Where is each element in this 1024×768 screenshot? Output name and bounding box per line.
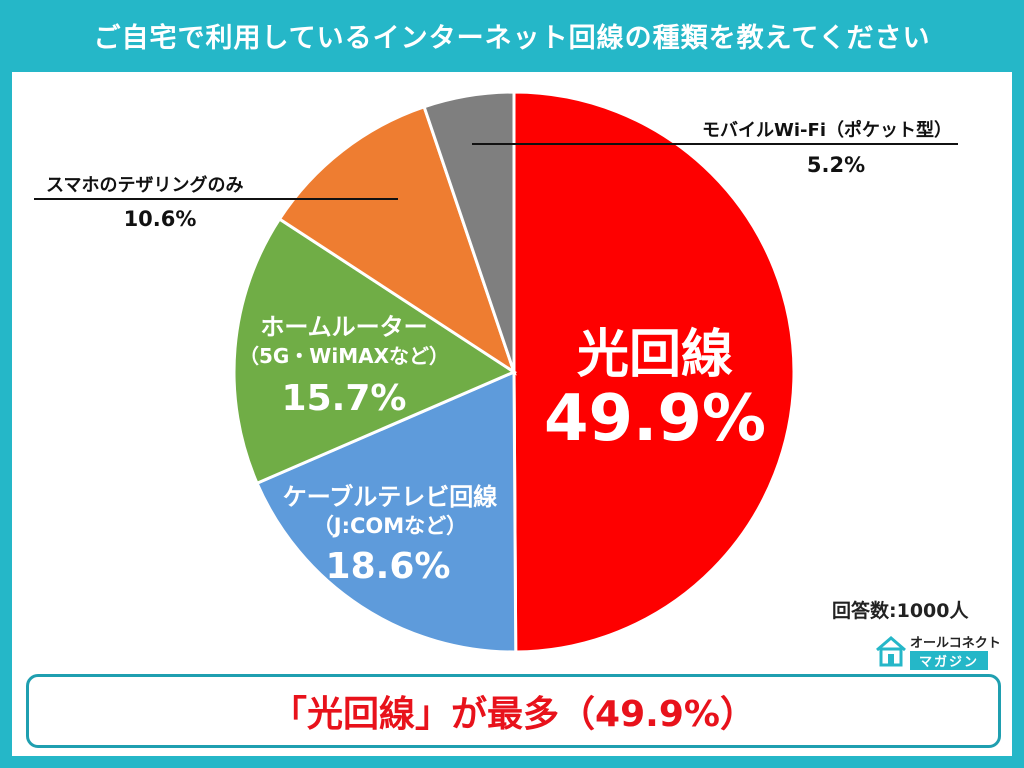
slice-sublabel-home-router: （5G・WiMAXなど） [239, 344, 449, 368]
slice-sublabel-cable-tv: （J:COMなど） [313, 514, 467, 538]
house-icon [876, 636, 906, 667]
brand-logo: オールコネクト マガジン [874, 632, 1001, 672]
logo-text-bottom: マガジン [910, 651, 988, 670]
slice-value-tethering: 10.6% [124, 207, 197, 231]
slice-mobile-wifi [422, 90, 516, 373]
slice-label-tethering: スマホのテザリングのみ [46, 174, 243, 196]
slice-value-home-router: 15.7% [282, 378, 407, 419]
slice-label-mobile-wifi: モバイルWi-Fi（ポケット型） [702, 119, 952, 141]
slice-value-cable-tv: 18.6% [326, 546, 451, 587]
slice-home-router [232, 216, 518, 486]
slice-value-mobile-wifi: 5.2% [807, 153, 865, 177]
slice-cable-tv [255, 369, 518, 654]
slice-tethering [277, 104, 517, 376]
slice-value-fiber: 49.9% [544, 382, 766, 456]
chart-title: ご自宅で利用しているインターネット回線の種類を教えてください [93, 22, 931, 54]
slice-label-cable-tv: ケーブルテレビ回線 [283, 483, 498, 511]
logo-text-top: オールコネクト [910, 636, 1001, 651]
conclusion-banner: 「光回線」が最多（49.9%） [26, 674, 1001, 748]
conclusion-text: 「光回線」が最多（49.9%） [271, 694, 756, 735]
slice-label-fiber: 光回線 [577, 325, 733, 385]
slice-label-home-router: ホームルーター [260, 313, 427, 341]
slice-fiber [512, 90, 796, 654]
respondent-count: 回答数:1000人 [832, 600, 969, 622]
